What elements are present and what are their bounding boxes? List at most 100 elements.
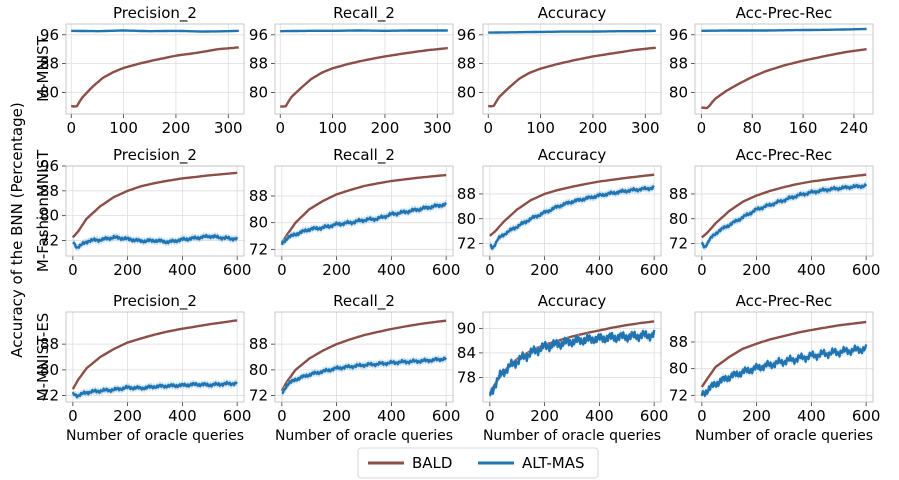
- series-line-bald: [280, 319, 447, 392]
- y-tick-label: 80: [457, 83, 476, 101]
- x-tick-label: 100: [109, 119, 138, 137]
- plot-frame: [694, 165, 874, 257]
- plot-area: [66, 24, 244, 114]
- figure-ylabel: Accuracy of the BNN (Percentage): [8, 102, 26, 357]
- y-tick-label: 96: [249, 26, 268, 44]
- plot-frame: [694, 311, 874, 403]
- legend-bald-label: BALD: [412, 454, 452, 472]
- y-tick-label: 80: [669, 360, 688, 378]
- series-line-alt-mas: [701, 27, 867, 32]
- panel-title: Accuracy: [538, 146, 607, 164]
- plot-area: [275, 166, 453, 256]
- series-line-alt-mas: [71, 29, 239, 33]
- x-tick-label: 0: [275, 119, 285, 137]
- plot-frame: [482, 23, 662, 115]
- y-tick-label: 80: [249, 214, 268, 232]
- y-tick-label: 96: [40, 157, 59, 175]
- row-label: M-FashionMNIST: [34, 149, 52, 272]
- legend: BALD ALT-MAS: [357, 447, 599, 479]
- panel-p2-2-accuracy: 78 84 90 0 200 400 600 Accuracy Number of oracle…: [457, 292, 669, 444]
- y-tick-label: 88: [669, 333, 688, 351]
- y-tick-label: 88: [457, 55, 476, 73]
- x-tick-label: 100: [318, 119, 347, 137]
- series-line-alt-mas: [488, 29, 656, 34]
- x-tick-label: 0: [68, 407, 78, 425]
- series-line-bald: [701, 48, 867, 110]
- series-bald: [701, 48, 867, 110]
- y-tick-label: 72: [669, 386, 688, 404]
- series-line-bald: [701, 173, 867, 239]
- plot-frame: [482, 165, 662, 257]
- panel-title: Acc-Prec-Rec: [736, 146, 833, 164]
- series-alt-mas: [700, 340, 868, 400]
- x-tick-label: 300: [631, 119, 660, 137]
- series-line-bald: [280, 173, 447, 244]
- y-tick-label: 96: [457, 26, 476, 44]
- y-tick-label: 96: [669, 26, 688, 44]
- series-line-bald: [700, 320, 867, 388]
- row-label: M-MNIST: [34, 35, 52, 101]
- series-bald: [71, 319, 238, 390]
- y-tick-label: 88: [457, 185, 476, 203]
- y-tick-label: 72: [249, 387, 268, 405]
- panel-title: Accuracy: [538, 4, 607, 22]
- plot-frame: [694, 23, 874, 115]
- x-tick-label: 300: [423, 119, 452, 137]
- x-tick-label: 400: [168, 407, 197, 425]
- series-line-alt-mas: [71, 380, 238, 399]
- y-tick-label: 80: [40, 207, 59, 225]
- y-tick-label: 72: [457, 235, 476, 253]
- y-tick-label: 88: [669, 55, 688, 73]
- x-tick-label: 200: [530, 407, 559, 425]
- series-bald: [71, 46, 239, 108]
- series-line-alt-mas: [700, 344, 868, 397]
- x-tick-label: 0: [483, 119, 493, 137]
- series-alt-mas: [489, 183, 655, 253]
- panel-p0-3-acc-prec-rec: 80 88 96 0 80 160 240 Acc-Prec-Rec: [669, 4, 874, 137]
- panel-p2-0-precision-2: 72 80 88 0 200 400 600 Precision_2 M-MNIST-ES Num…: [34, 292, 251, 444]
- x-tick-label: 400: [585, 261, 614, 279]
- plot-area: [695, 166, 873, 256]
- plot-area: [483, 312, 661, 402]
- panel-p2-3-acc-prec-rec: 72 80 88 0 200 400 600 Acc-Prec-Rec Number of or…: [669, 292, 881, 444]
- panel-p2-1-recall-2: 72 80 88 0 200 400 600 Recall_2 Number of oracle…: [249, 292, 461, 444]
- x-tick-label: 600: [852, 261, 881, 279]
- series-bald: [280, 319, 447, 392]
- plot-area: [695, 24, 873, 114]
- x-axis-label: Number of oracle queries: [275, 428, 453, 444]
- series-bald: [71, 171, 238, 239]
- x-tick-label: 400: [377, 407, 406, 425]
- y-tick-label: 88: [40, 55, 59, 73]
- x-tick-label: 0: [697, 407, 707, 425]
- x-axis-label: Number of oracle queries: [66, 428, 244, 444]
- series-bald: [280, 173, 447, 244]
- series-line-alt-mas: [700, 183, 868, 249]
- y-tick-label: 80: [669, 83, 688, 101]
- y-tick-label: 72: [669, 235, 688, 253]
- x-tick-label: 0: [66, 119, 76, 137]
- series-line-alt-mas: [281, 356, 448, 395]
- series-alt-mas: [488, 29, 656, 34]
- y-tick-label: 88: [249, 335, 268, 353]
- x-tick-label: 200: [113, 407, 142, 425]
- series-line-bald: [71, 171, 238, 239]
- altmas-confidence-band: [281, 354, 447, 397]
- x-tick-label: 400: [168, 261, 197, 279]
- y-tick-label: 88: [40, 182, 59, 200]
- y-tick-label: 80: [457, 210, 476, 228]
- y-tick-label: 78: [457, 368, 476, 386]
- panel-title: Acc-Prec-Rec: [736, 292, 833, 310]
- x-tick-label: 0: [68, 261, 78, 279]
- x-tick-label: 200: [322, 407, 351, 425]
- series-alt-mas: [72, 231, 239, 252]
- x-tick-label: 300: [214, 119, 243, 137]
- series-alt-mas: [71, 29, 239, 33]
- x-tick-label: 160: [789, 119, 818, 137]
- plot-frame: [274, 165, 454, 257]
- x-tick-label: 0: [697, 119, 707, 137]
- x-tick-label: 200: [162, 119, 191, 137]
- series-alt-mas: [280, 199, 448, 249]
- x-tick-label: 400: [377, 261, 406, 279]
- x-tick-label: 0: [485, 407, 495, 425]
- y-tick-label: 80: [249, 83, 268, 101]
